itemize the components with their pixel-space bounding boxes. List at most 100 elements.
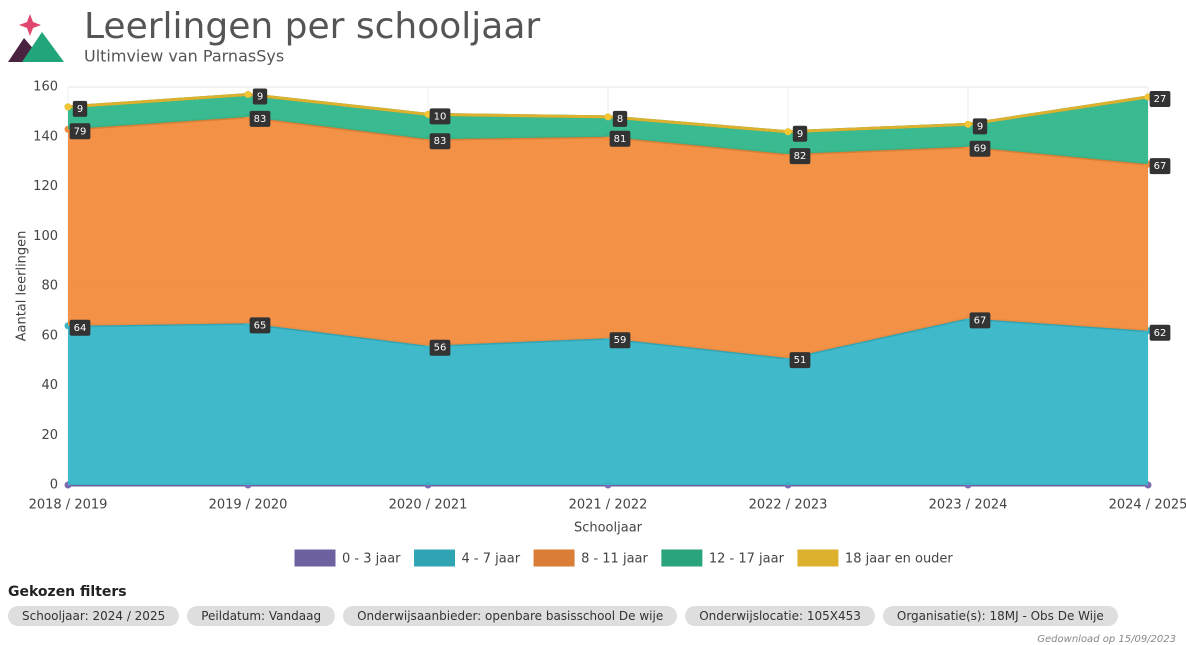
data-label: 62 xyxy=(1149,324,1171,341)
data-label: 56 xyxy=(429,339,451,356)
area xyxy=(68,116,1148,359)
data-label-text: 81 xyxy=(614,134,627,145)
logo xyxy=(8,14,64,62)
data-label-text: 82 xyxy=(794,151,807,162)
y-tick-label: 80 xyxy=(41,279,58,294)
legend-swatch xyxy=(414,549,456,567)
data-label-box xyxy=(1149,90,1171,107)
y-tick-label: 0 xyxy=(50,478,58,493)
data-label-text: 10 xyxy=(434,111,447,122)
data-label: 59 xyxy=(609,332,631,349)
point xyxy=(784,128,792,136)
legend-swatch xyxy=(533,549,575,567)
data-label-text: 59 xyxy=(614,335,627,346)
data-label: 27 xyxy=(1149,90,1171,107)
x-tick-label: 2018 / 2019 xyxy=(29,498,108,513)
title: Leerlingen per schooljaar xyxy=(84,6,540,47)
data-label-text: 83 xyxy=(434,136,447,147)
data-label-box xyxy=(789,148,811,165)
data-label-box xyxy=(69,123,91,140)
legend-label: 12 - 17 jaar xyxy=(709,552,785,567)
data-label-box xyxy=(609,130,631,147)
y-tick-label: 40 xyxy=(41,378,58,393)
y-axis-label: Aantal leerlingen xyxy=(15,231,30,342)
data-label-text: 9 xyxy=(797,129,803,140)
subtitle: Ultimview van ParnasSys xyxy=(84,47,284,66)
data-label-text: 64 xyxy=(74,323,87,334)
data-label: 9 xyxy=(792,125,808,142)
legend-swatch xyxy=(797,549,839,567)
data-label-text: 9 xyxy=(977,121,983,132)
data-label-text: 67 xyxy=(1154,161,1167,172)
data-label-box xyxy=(969,140,991,157)
x-tick-label: 2022 / 2023 xyxy=(749,498,828,513)
data-label-box xyxy=(609,332,631,349)
y-tick-label: 120 xyxy=(33,179,58,194)
data-label: 8 xyxy=(612,110,628,127)
chart: Leerlingen per schooljaar Ultimview van … xyxy=(8,6,1186,567)
filter-chips: Schooljaar: 2024 / 2025 Peildatum: Vandaa… xyxy=(8,606,1118,626)
y-tick-label: 20 xyxy=(41,428,58,443)
data-label-box xyxy=(249,317,271,334)
data-label: 9 xyxy=(252,88,268,105)
x-tick-label: 2021 / 2022 xyxy=(569,498,648,513)
point xyxy=(964,120,972,128)
data-label: 79 xyxy=(69,123,91,140)
data-label-text: 8 xyxy=(617,114,623,125)
x-tick-label: 2019 / 2020 xyxy=(209,498,288,513)
data-label-text: 67 xyxy=(974,315,987,326)
data-label-text: 9 xyxy=(257,91,263,102)
x-tick-label: 2023 / 2024 xyxy=(929,498,1008,513)
y-tick-label: 140 xyxy=(33,129,58,144)
filter-chip: Schooljaar: 2024 / 2025 xyxy=(8,606,180,626)
data-label: 65 xyxy=(249,317,271,334)
data-label-box xyxy=(429,133,451,150)
data-label-box xyxy=(252,88,268,105)
point xyxy=(64,103,72,111)
filters-title: Gekozen filters xyxy=(8,584,127,600)
footer: Gedownload op 15/09/2023 xyxy=(1037,634,1176,645)
data-label: 82 xyxy=(789,148,811,165)
legend-label: 0 - 3 jaar xyxy=(342,552,401,567)
data-label-box xyxy=(972,118,988,135)
data-label-box xyxy=(429,108,451,125)
y-tick-label: 60 xyxy=(41,328,58,343)
data-label-box xyxy=(249,110,271,127)
data-label-text: 79 xyxy=(74,126,87,137)
data-label: 64 xyxy=(69,319,91,336)
data-label-box xyxy=(1149,324,1171,341)
data-label: 69 xyxy=(969,140,991,157)
area xyxy=(68,94,1148,165)
filter-chip: Peildatum: Vandaag xyxy=(187,606,336,626)
legend-label: 18 jaar en ouder xyxy=(845,552,954,567)
data-label: 9 xyxy=(972,118,988,135)
data-label-text: 65 xyxy=(254,320,267,331)
y-tick-label: 160 xyxy=(33,80,58,95)
data-label: 67 xyxy=(1149,158,1171,175)
data-label: 83 xyxy=(249,110,271,127)
filter-chip: Organisatie(s): 18MJ - Obs De Wije xyxy=(882,606,1118,626)
data-label-box xyxy=(69,319,91,336)
data-label: 81 xyxy=(609,130,631,147)
data-label-box xyxy=(429,339,451,356)
data-label-box xyxy=(612,110,628,127)
data-label-box xyxy=(792,125,808,142)
x-axis-label: Schooljaar xyxy=(574,521,643,536)
legend-swatch xyxy=(294,549,336,567)
data-label-box xyxy=(72,100,88,117)
data-label-box xyxy=(1149,158,1171,175)
legend-label: 4 - 7 jaar xyxy=(462,552,521,567)
data-label-text: 51 xyxy=(794,355,807,366)
point xyxy=(604,113,612,121)
x-tick-label: 2024 / 2025 xyxy=(1109,498,1186,513)
data-label-text: 69 xyxy=(974,144,987,155)
data-label-text: 9 xyxy=(77,104,83,115)
data-label: 51 xyxy=(789,352,811,369)
data-label-text: 62 xyxy=(1154,328,1167,339)
area xyxy=(68,318,1148,485)
data-label-text: 56 xyxy=(434,343,447,354)
x-tick-label: 2020 / 2021 xyxy=(389,498,468,513)
filter-chip: Onderwijslocatie: 105X453 xyxy=(685,606,875,626)
data-label-box xyxy=(789,352,811,369)
